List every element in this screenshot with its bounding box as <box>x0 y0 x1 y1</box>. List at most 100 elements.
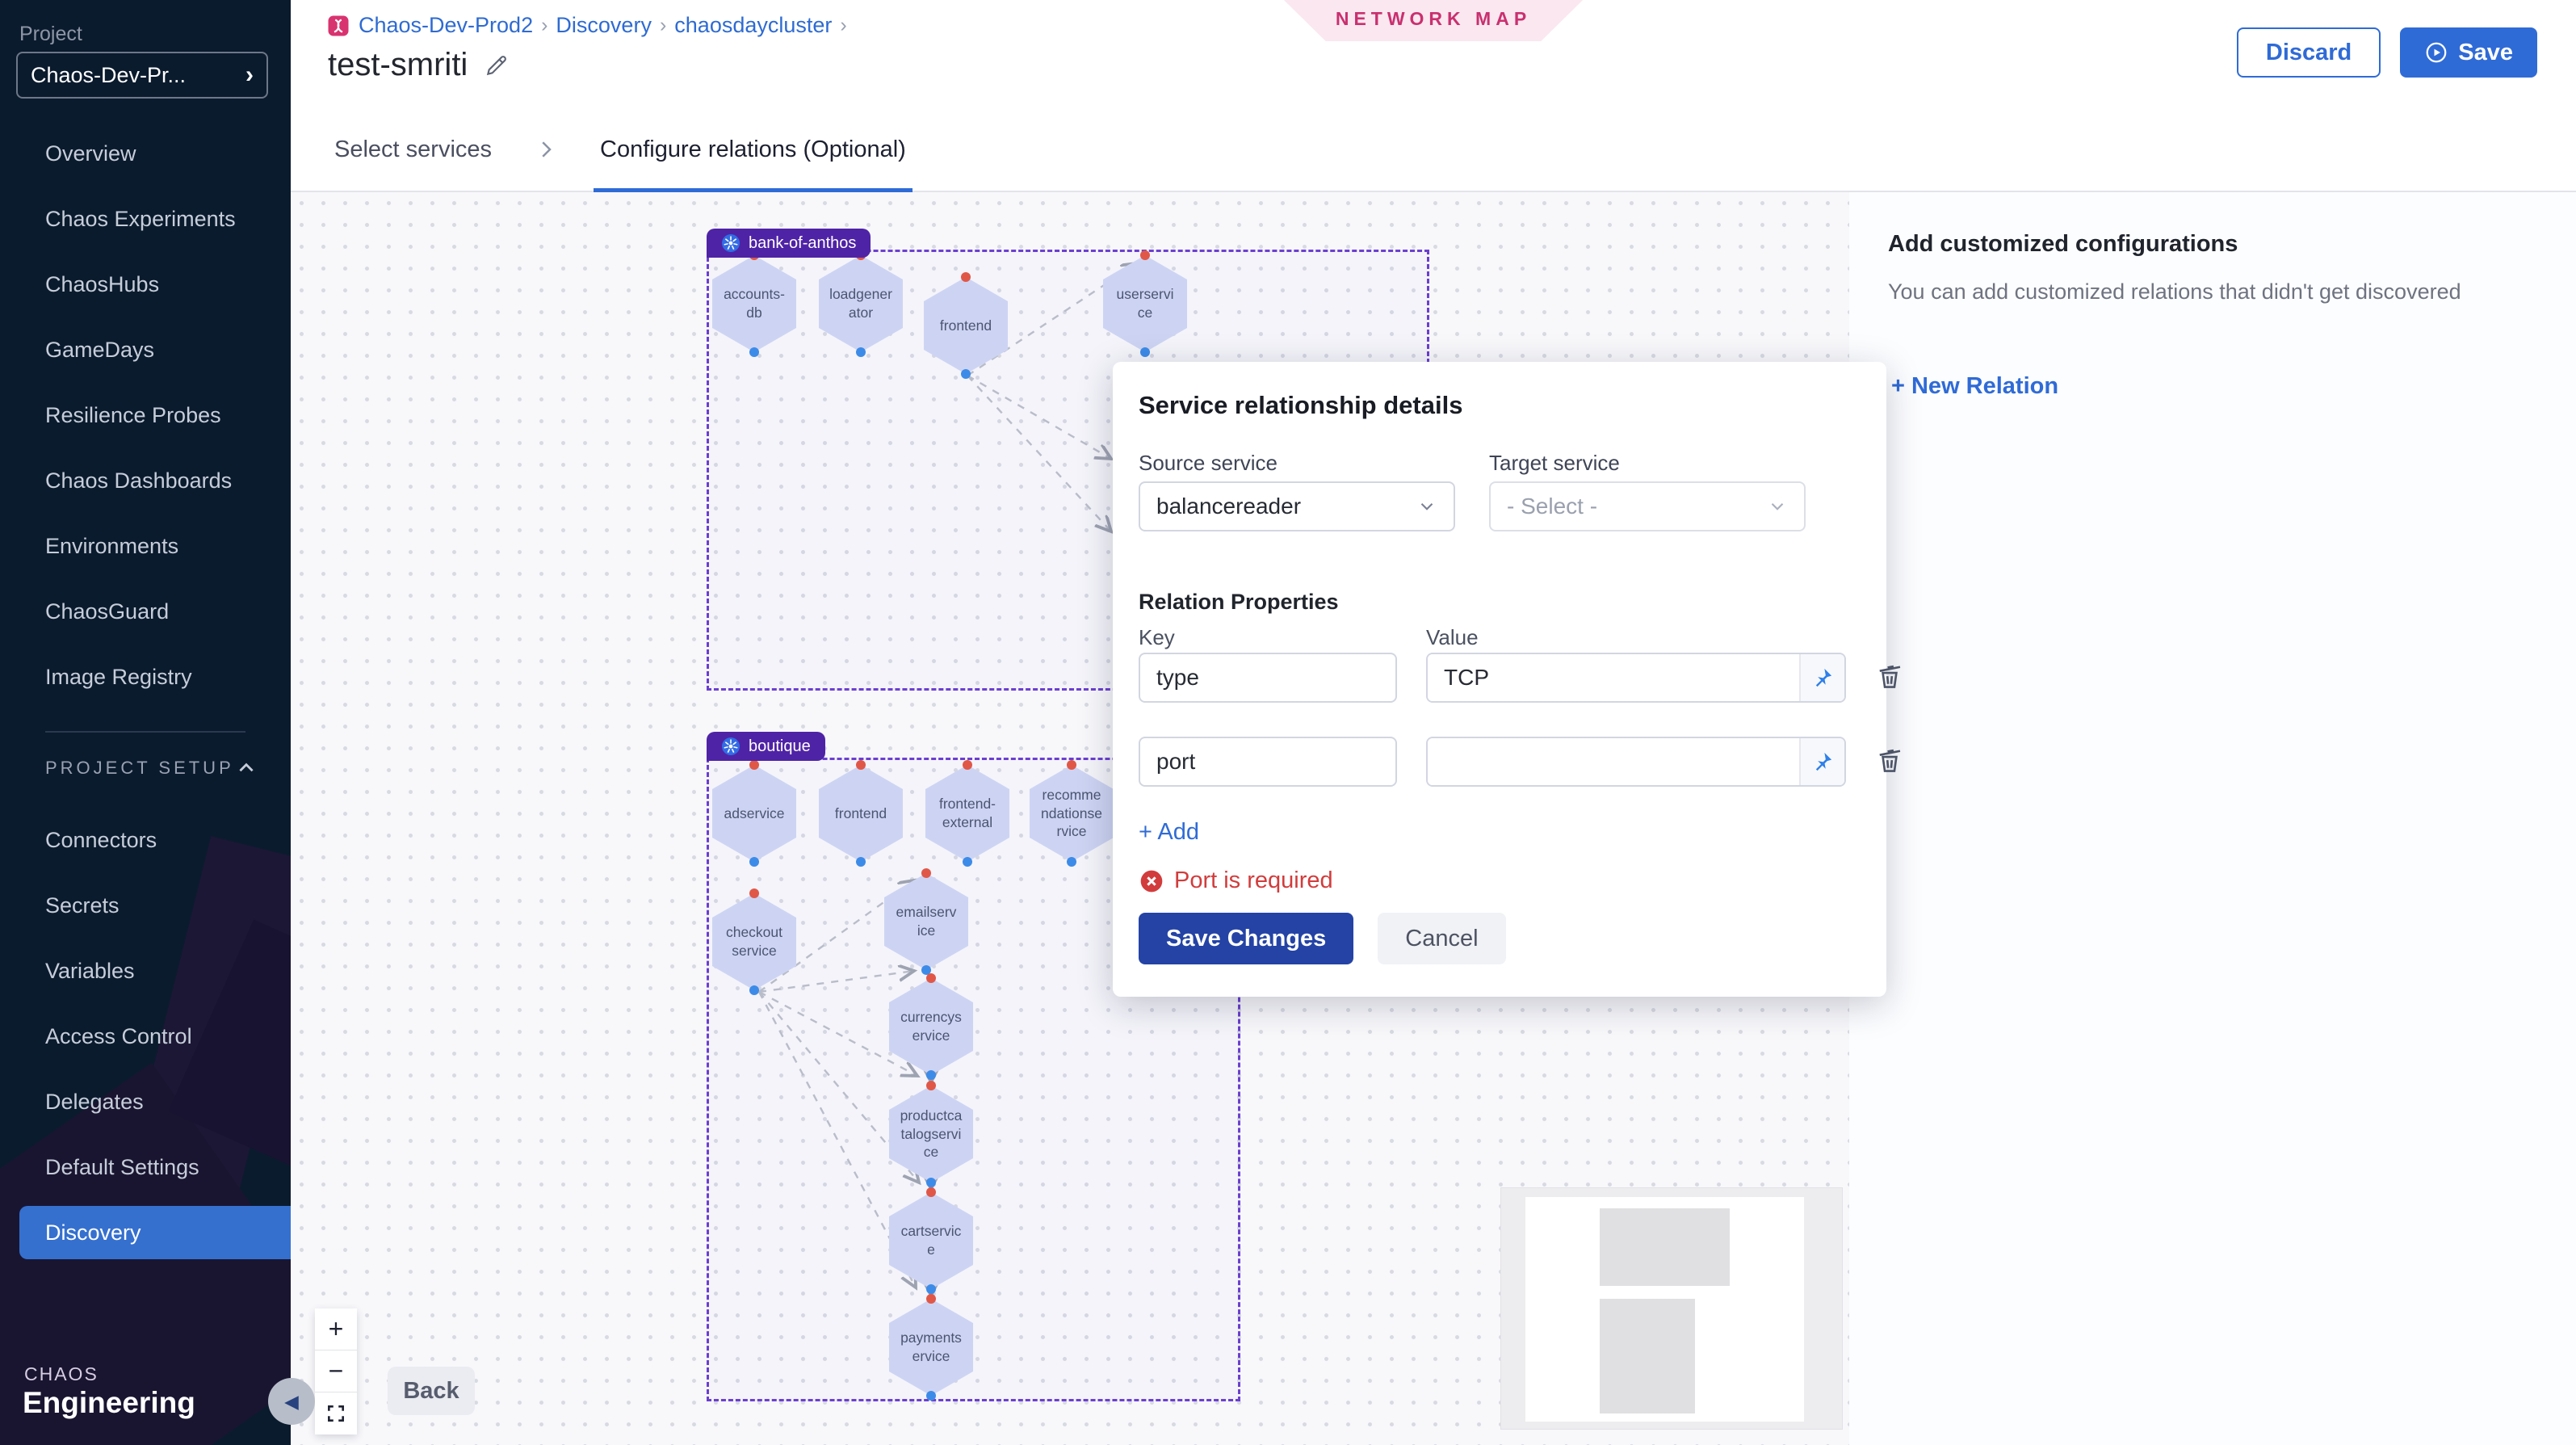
main-area: Chaos-Dev-Prod2 › Discovery › chaosdaycluste… <box>291 0 2576 1445</box>
relation-key-input-1[interactable] <box>1139 653 1397 703</box>
relation-value-input-1[interactable] <box>1428 654 1799 701</box>
sidebar-item-overview[interactable]: Overview <box>45 141 136 166</box>
project-label: Project <box>19 23 82 45</box>
node-target-dot[interactable] <box>926 1070 936 1080</box>
sidebar-item-variables[interactable]: Variables <box>45 959 135 983</box>
chevron-up-icon <box>236 758 257 779</box>
node-target-dot[interactable] <box>926 1178 936 1187</box>
breadcrumb: Chaos-Dev-Prod2 › Discovery › chaosdaycluste… <box>326 13 847 38</box>
sidebar-item-default-settings[interactable]: Default Settings <box>45 1155 199 1179</box>
node-source-dot[interactable] <box>1067 760 1076 770</box>
node-target-dot[interactable] <box>1140 347 1150 357</box>
sidebar-item-environments[interactable]: Environments <box>45 534 179 558</box>
service-node-frontend-external[interactable]: frontend-external <box>925 765 1009 862</box>
node-target-dot[interactable] <box>856 857 866 867</box>
save-changes-button[interactable]: Save Changes <box>1139 913 1354 964</box>
tab-select-services[interactable]: Select services <box>334 136 493 162</box>
node-target-dot[interactable] <box>961 369 971 379</box>
node-source-dot[interactable] <box>1140 250 1150 260</box>
project-setup-header[interactable]: PROJECT SETUP <box>45 758 257 779</box>
relation-key-input-2[interactable] <box>1139 737 1397 787</box>
node-source-dot[interactable] <box>926 973 936 983</box>
service-node-cartservice[interactable]: cartservice <box>889 1192 973 1289</box>
node-source-dot[interactable] <box>961 272 971 282</box>
pin-icon[interactable] <box>1799 654 1844 701</box>
sidebar-item-image-registry[interactable]: Image Registry <box>45 665 192 689</box>
save-button[interactable]: Save <box>2400 27 2537 78</box>
node-target-dot[interactable] <box>921 965 931 975</box>
cancel-button[interactable]: Cancel <box>1378 913 1506 964</box>
tab-bar: Select services Configure relations (Opti… <box>291 108 2576 192</box>
node-target-dot[interactable] <box>963 857 972 867</box>
sidebar-item-discovery[interactable]: Discovery <box>19 1206 291 1259</box>
zoom-in-button[interactable]: + <box>315 1308 357 1350</box>
node-source-dot[interactable] <box>926 1294 936 1304</box>
service-node-frontend[interactable]: frontend <box>819 765 903 862</box>
tab-configure-relations-optional[interactable]: Configure relations (Optional) <box>594 108 913 192</box>
fullscreen-button[interactable] <box>315 1392 357 1434</box>
sidebar-item-access-control[interactable]: Access Control <box>45 1024 192 1048</box>
sidebar-nav-main: Overview Chaos Experiments ChaosHubs GameDa… <box>0 121 291 710</box>
project-setup-label: PROJECT SETUP <box>45 758 234 778</box>
sidebar-item-gamedays[interactable]: GameDays <box>45 338 155 362</box>
sidebar-item-resilience-probes[interactable]: Resilience Probes <box>45 403 221 427</box>
right-panel: Add customized configurations You can ad… <box>1849 192 2576 1445</box>
breadcrumb-link-chaos-dev-prod2[interactable]: Chaos-Dev-Prod2 <box>359 13 534 37</box>
node-target-dot[interactable] <box>926 1391 936 1401</box>
target-service-select[interactable]: - Select - <box>1489 481 1806 531</box>
sidebar-item-delegates[interactable]: Delegates <box>45 1090 144 1114</box>
node-target-dot[interactable] <box>1067 857 1076 867</box>
new-relation-button[interactable]: + New Relation <box>1891 373 2059 399</box>
breadcrumb-link-chaosdaycluster[interactable]: chaosdaycluster <box>674 13 833 37</box>
project-name: Chaos-Dev-Pr... <box>31 62 187 87</box>
project-selector[interactable]: Chaos-Dev-Pr... › <box>16 52 268 99</box>
node-source-dot[interactable] <box>963 760 972 770</box>
edit-title-icon[interactable] <box>484 53 510 78</box>
canvas-zoom-controls: + − <box>315 1308 357 1434</box>
service-node-loadgenerator[interactable]: loadgenerator <box>819 255 903 352</box>
service-node-emailservice[interactable]: emailservice <box>884 873 968 970</box>
service-node-currencyservice[interactable]: currencyservice <box>889 978 973 1075</box>
node-source-dot[interactable] <box>926 1081 936 1090</box>
sidebar-item-chaos-experiments[interactable]: Chaos Experiments <box>45 207 236 231</box>
minimap[interactable] <box>1500 1187 1843 1430</box>
sidebar-divider <box>45 731 245 733</box>
node-target-dot[interactable] <box>856 347 866 357</box>
node-source-dot[interactable] <box>749 760 759 770</box>
service-node-userservice[interactable]: userservice <box>1103 255 1187 352</box>
source-service-select[interactable]: balancereader <box>1139 481 1455 531</box>
chaos-logo-icon <box>326 14 350 38</box>
pin-icon[interactable] <box>1799 738 1844 785</box>
zoom-out-button[interactable]: − <box>315 1350 357 1392</box>
sidebar-item-chaosguard[interactable]: ChaosGuard <box>45 599 170 624</box>
source-service-value: balancereader <box>1156 494 1302 519</box>
breadcrumb-link-discovery[interactable]: Discovery <box>556 13 652 37</box>
sidebar-item-connectors[interactable]: Connectors <box>45 828 157 852</box>
node-target-dot[interactable] <box>749 985 759 995</box>
node-source-dot[interactable] <box>856 760 866 770</box>
sidebar-item-chaoshubs[interactable]: ChaosHubs <box>45 272 160 296</box>
service-node-paymentservice[interactable]: paymentservice <box>889 1299 973 1396</box>
network-map-banner: NETWORK MAP <box>1283 0 1584 41</box>
minimap-cluster-block <box>1600 1299 1695 1413</box>
delete-row-trash-icon[interactable] <box>1870 657 1909 696</box>
delete-row-trash-icon[interactable] <box>1870 741 1909 780</box>
sidebar-collapse-button[interactable]: ◀ <box>268 1378 315 1425</box>
discard-button[interactable]: Discard <box>2236 27 2381 78</box>
node-target-dot[interactable] <box>926 1284 936 1294</box>
sidebar-item-chaos-dashboards[interactable]: Chaos Dashboards <box>45 468 233 493</box>
service-node-frontend[interactable]: frontend <box>924 277 1008 374</box>
node-source-dot[interactable] <box>749 888 759 898</box>
node-target-dot[interactable] <box>749 857 759 867</box>
service-node-productcatalogservice[interactable]: productcatalogservice <box>889 1086 973 1182</box>
cluster-badge-bank-of-anthos[interactable]: bank-of-anthos <box>707 229 871 258</box>
back-button[interactable]: Back <box>388 1367 475 1415</box>
add-property-button[interactable]: + Add <box>1139 819 1199 845</box>
node-source-dot[interactable] <box>921 868 931 878</box>
node-target-dot[interactable] <box>749 347 759 357</box>
node-source-dot[interactable] <box>926 1187 936 1197</box>
service-node-recommendationservice[interactable]: recommendationservice <box>1030 765 1114 862</box>
relation-value-input-2[interactable] <box>1428 738 1799 785</box>
sidebar-item-secrets[interactable]: Secrets <box>45 893 120 918</box>
cluster-badge-boutique[interactable]: boutique <box>707 732 825 761</box>
